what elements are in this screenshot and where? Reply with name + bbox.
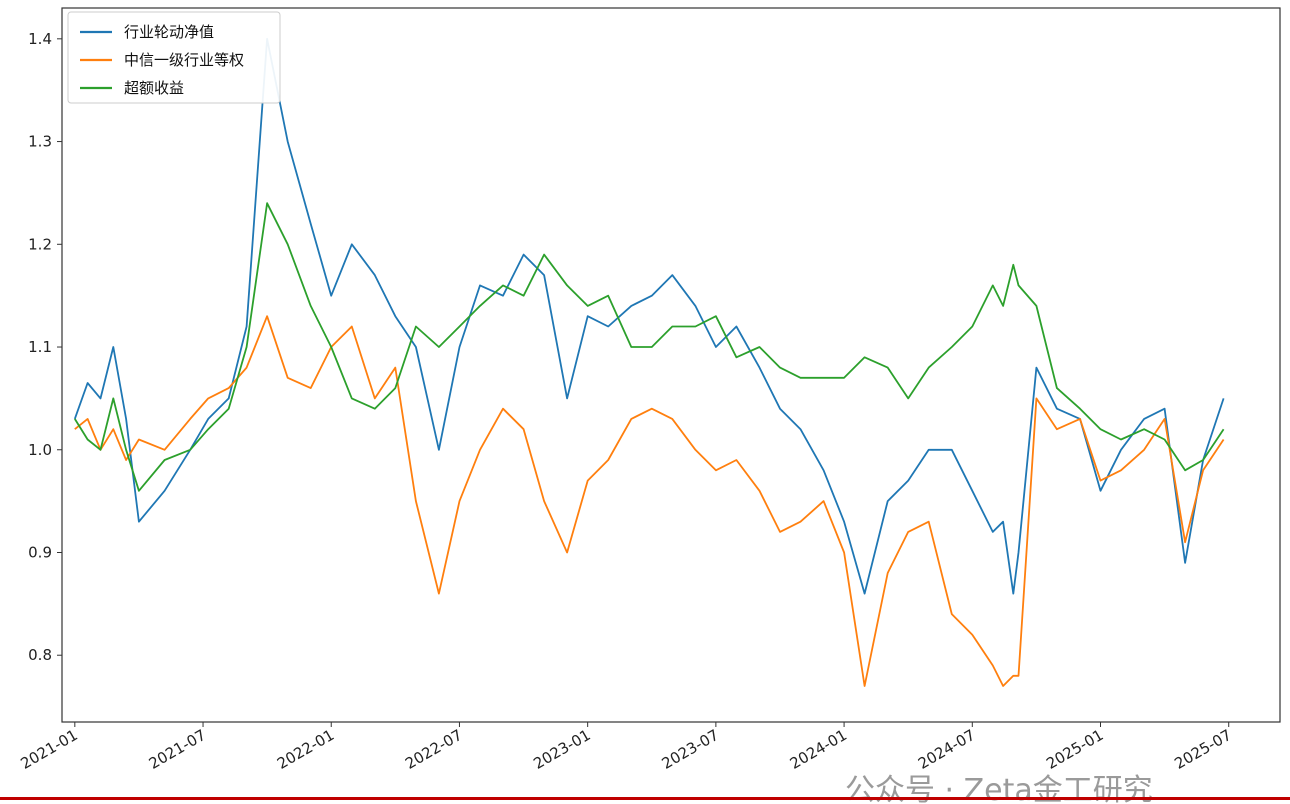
series-line bbox=[74, 202, 1225, 492]
y-tick-label: 1.3 bbox=[28, 133, 52, 151]
y-tick-label: 1.0 bbox=[28, 441, 52, 459]
legend: 行业轮动净值 中信一级行业等权 超额收益 bbox=[67, 11, 281, 104]
x-tick-label: 2022-01 bbox=[274, 726, 337, 773]
x-tick-label: 2025-01 bbox=[1043, 726, 1106, 773]
plot-frame bbox=[61, 7, 1281, 723]
series-layer bbox=[73, 37, 1225, 687]
x-tick-label: 2021-07 bbox=[146, 726, 209, 773]
y-tick-label: 0.9 bbox=[28, 543, 52, 561]
series-line bbox=[73, 37, 1225, 595]
x-tick-label: 2023-01 bbox=[530, 726, 593, 773]
y-tick-label: 0.8 bbox=[28, 646, 52, 664]
x-tick-label: 2024-01 bbox=[787, 726, 850, 773]
legend-label: 中信一级行业等权 bbox=[124, 51, 244, 69]
y-tick-label: 1.4 bbox=[28, 30, 52, 48]
x-tick-label: 2024-07 bbox=[915, 726, 978, 773]
bottom-accent-rule bbox=[0, 797, 1290, 800]
y-tick-label: 1.1 bbox=[28, 338, 52, 356]
y-tick-label: 1.2 bbox=[28, 235, 52, 253]
legend-label: 超额收益 bbox=[124, 79, 184, 97]
series-line bbox=[74, 315, 1225, 687]
x-tick-label: 2022-07 bbox=[402, 726, 465, 773]
x-tick-label: 2025-07 bbox=[1171, 726, 1234, 773]
axes-layer: 0.8 0.9 1.0 1.1 1.2 1.3 1.4 2021-01 2021-07 2022-… bbox=[18, 7, 1281, 773]
legend-box bbox=[67, 11, 281, 104]
legend-label: 行业轮动净值 bbox=[124, 23, 214, 41]
x-tick-label: 2023-07 bbox=[659, 726, 722, 773]
x-tick-label: 2021-01 bbox=[18, 726, 81, 773]
